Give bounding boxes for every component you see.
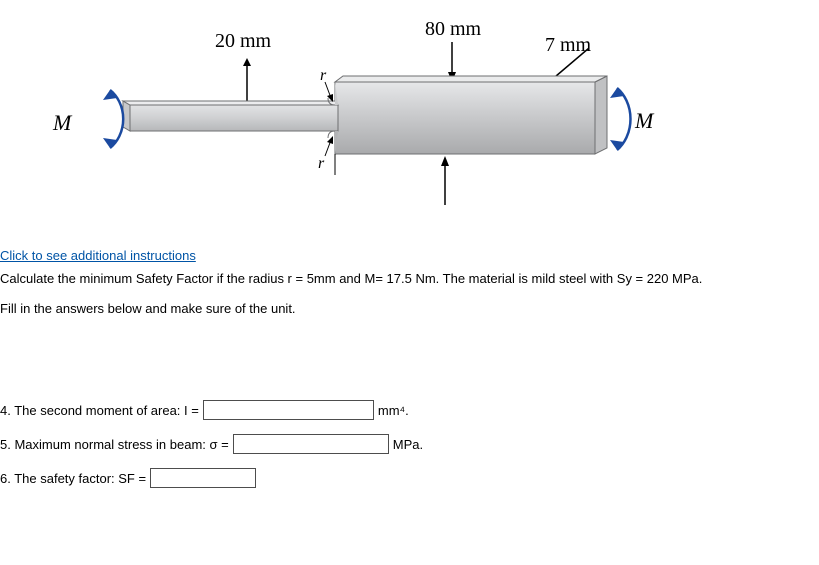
- prompt-block: Click to see additional instructions Cal…: [0, 248, 800, 318]
- beam-diagram: 20 mm 80 mm 7 mm: [45, 30, 665, 225]
- moment-label-left: M: [53, 110, 71, 136]
- answers-block: 4. The second moment of area: I = mm⁴. 5…: [0, 400, 800, 502]
- beam-shape: r r: [45, 30, 665, 225]
- prompt-line-1: Calculate the minimum Safety Factor if t…: [0, 269, 800, 289]
- answer-q6-input[interactable]: [150, 468, 256, 488]
- svg-text:r: r: [318, 155, 325, 172]
- instructions-link[interactable]: Click to see additional instructions: [0, 248, 196, 263]
- answer-q6: 6. The safety factor: SF =: [0, 468, 800, 488]
- moment-label-right: M: [635, 108, 653, 134]
- answer-q4-label: 4. The second moment of area: I =: [0, 403, 199, 418]
- answer-q4-unit: mm⁴.: [378, 403, 409, 418]
- answer-q5-unit: MPa.: [393, 437, 423, 452]
- answer-q6-label: 6. The safety factor: SF =: [0, 471, 146, 486]
- svg-text:r: r: [320, 67, 327, 84]
- prompt-line-2: Fill in the answers below and make sure …: [0, 299, 800, 319]
- answer-q4-input[interactable]: [203, 400, 374, 420]
- answer-q4: 4. The second moment of area: I = mm⁴.: [0, 400, 800, 420]
- page-root: 20 mm 80 mm 7 mm: [0, 0, 819, 565]
- answer-q5: 5. Maximum normal stress in beam: σ = MP…: [0, 434, 800, 454]
- answer-q5-label: 5. Maximum normal stress in beam: σ =: [0, 437, 229, 452]
- answer-q5-input[interactable]: [233, 434, 389, 454]
